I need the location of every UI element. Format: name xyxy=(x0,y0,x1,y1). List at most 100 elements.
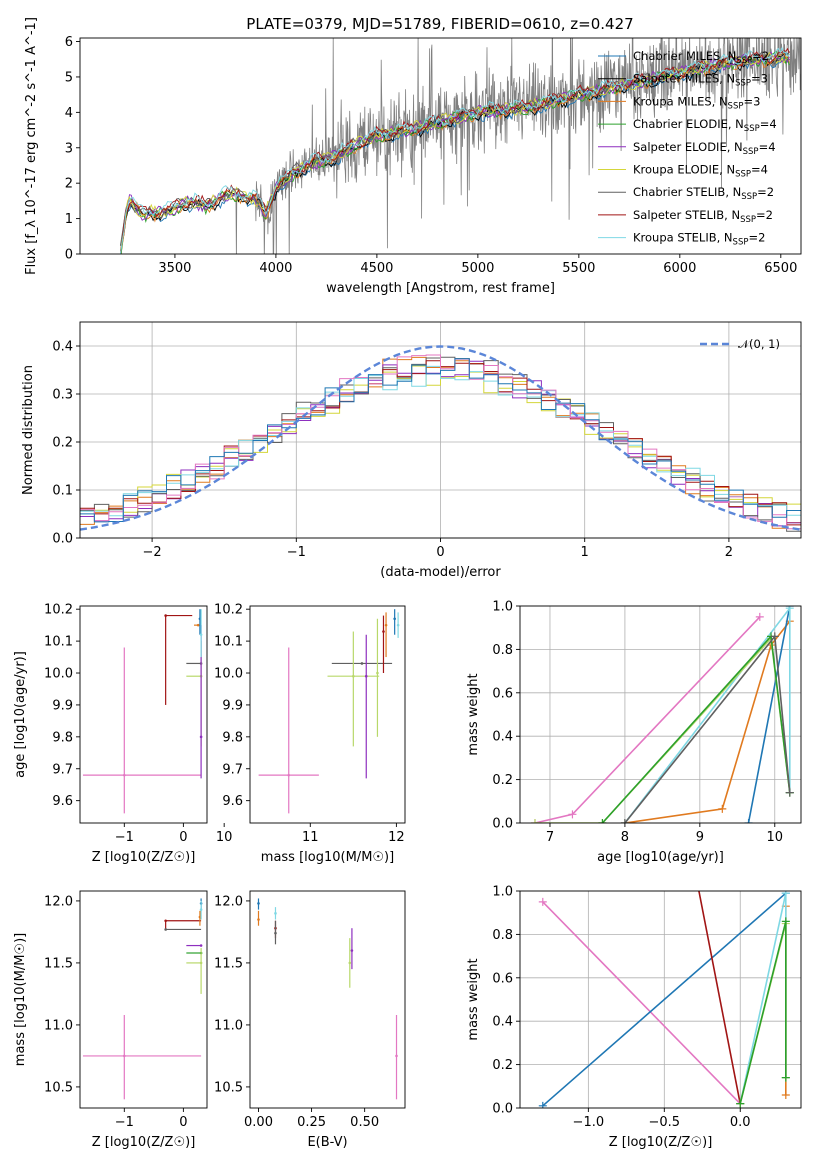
data-point xyxy=(352,674,355,678)
panel-weight-vs-age: 7 8 9 10 0.0 0.2 0.4 0.6 0.8 1.0 age [log10(age/yr… xyxy=(466,600,802,865)
point-marker xyxy=(530,819,539,823)
x-tick-label: 6500 xyxy=(764,261,797,276)
x-tick-label: 7 xyxy=(546,830,554,845)
axes-frame xyxy=(519,605,802,824)
y-tick-label: 12.0 xyxy=(214,894,243,909)
legend-label: Kroupa STELIB, NSSP=2 xyxy=(633,231,765,248)
x-tick-label: 8 xyxy=(621,830,629,845)
panel-age-vs-Z: −1 0 9.6 9.7 9.8 9.9 10.0 10.1 10.2 Z [log10(Z/Z☉… xyxy=(13,603,208,865)
x-axis-label: mass [log10(M/M☉)] xyxy=(261,850,394,865)
y-tick-label: 11.0 xyxy=(214,1018,243,1033)
model-spectrum-chabrier-stelib xyxy=(119,50,790,246)
series-line xyxy=(698,891,741,1104)
y-tick-label: 0.2 xyxy=(492,773,513,788)
panel-age-vs-mass: 10 11 12 9.6 9.7 9.8 9.9 10.0 10.1 10.2 mass [log1… xyxy=(214,603,406,865)
x-tick-label: −1 xyxy=(115,830,134,845)
y-tick-label: 0.6 xyxy=(492,971,513,986)
y-tick-label: 3 xyxy=(65,141,73,156)
panel-residuals: −2 −1 0 1 2 0.0 0.1 0.2 0.3 0.4 (data-model)/error… xyxy=(21,321,802,580)
y-tick-label: 10.2 xyxy=(214,603,243,618)
normal-curve xyxy=(80,345,801,531)
legend-label: Salpeter MILES, NSSP=3 xyxy=(633,72,768,89)
legend: Chabrier MILES, NSSP=2 Salpeter MILES, NS… xyxy=(598,49,777,248)
series-line xyxy=(747,606,791,823)
y-tick-label: 10.1 xyxy=(214,635,243,650)
x-axis-label: E(B-V) xyxy=(307,1135,347,1150)
point-marker xyxy=(755,612,764,621)
x-tick-label: 4500 xyxy=(360,261,393,276)
y-tick-label: 0.3 xyxy=(52,388,73,403)
data-point xyxy=(360,662,364,665)
y-tick-label: 0.0 xyxy=(492,1102,513,1117)
point-marker xyxy=(785,606,794,613)
y-tick-label: 10.0 xyxy=(214,667,243,682)
y-tick-label: 10.2 xyxy=(44,603,73,618)
x-tick-label: 10 xyxy=(216,830,233,845)
x-axis-label: Z [log10(Z/Z☉)] xyxy=(92,1135,196,1150)
point-marker xyxy=(598,819,607,823)
legend-label: Chabrier MILES, NSSP=2 xyxy=(633,49,769,66)
y-tick-label: 6 xyxy=(65,35,73,50)
y-tick-label: 0.6 xyxy=(492,686,513,701)
panel-mass-vs-Z: −1 0 10.5 11.0 11.5 12.0 Z [log10(Z/Z☉)] mass [… xyxy=(13,890,208,1150)
x-tick-label: 0 xyxy=(179,1115,187,1130)
y-tick-label: 9.6 xyxy=(222,794,243,809)
x-tick-label: 3500 xyxy=(158,261,191,276)
y-tick-label: 9.8 xyxy=(52,730,73,745)
plot-area xyxy=(82,609,203,814)
point-marker xyxy=(718,804,727,813)
legend-label: Chabrier ELODIE, NSSP=4 xyxy=(633,117,777,134)
y-tick-label: 1 xyxy=(65,212,73,227)
data-point xyxy=(164,928,167,931)
x-tick-label: 10 xyxy=(766,830,783,845)
y-axis-label: mass weight xyxy=(466,673,481,755)
series-line xyxy=(542,892,787,1107)
panel-mass-vs-EBV: 0.00 0.25 0.50 10.5 11.0 11.5 12.0 E(B-V) xyxy=(214,890,406,1150)
data-point xyxy=(123,1054,126,1058)
point-marker xyxy=(770,632,779,641)
data-point xyxy=(348,961,352,965)
model-spectrum-kroupa-elodie xyxy=(119,51,790,253)
x-tick-label: −1 xyxy=(287,545,306,560)
data-point xyxy=(257,918,260,921)
y-tick-label: 0.4 xyxy=(52,340,73,355)
data-point xyxy=(287,773,291,777)
y-tick-label: 1.0 xyxy=(492,885,513,900)
x-tick-label: 0.50 xyxy=(350,1115,379,1130)
point-marker xyxy=(781,917,790,926)
axes-frame xyxy=(519,890,802,1109)
plot-area xyxy=(257,898,398,1100)
point-marker xyxy=(568,810,577,819)
y-tick-label: 0 xyxy=(65,248,73,263)
axes-frame xyxy=(249,890,406,1109)
y-tick-label: 2 xyxy=(65,177,73,192)
model-spectrum-salpeter-stelib xyxy=(119,47,790,252)
plot-area xyxy=(119,38,801,254)
y-tick-label: 0.0 xyxy=(52,532,73,547)
legend-label: Salpeter ELODIE, NSSP=4 xyxy=(633,140,776,157)
y-tick-label: 9.8 xyxy=(222,730,243,745)
model-spectrum-chabrier-elodie xyxy=(120,50,790,254)
y-tick-label: 0.4 xyxy=(492,730,513,745)
x-tick-label: 11 xyxy=(302,830,319,845)
data-point xyxy=(274,931,277,935)
data-point xyxy=(257,902,260,905)
plot-area xyxy=(538,891,790,1108)
plot-area xyxy=(80,345,801,532)
data-point xyxy=(382,630,385,633)
plot-area xyxy=(82,898,203,1100)
legend-label: 𝒩(0, 1) xyxy=(738,337,780,351)
y-tick-label: 11.5 xyxy=(44,956,73,971)
y-tick-label: 10.5 xyxy=(214,1080,243,1095)
legend: 𝒩(0, 1) xyxy=(700,337,780,351)
x-tick-label: 6000 xyxy=(663,261,696,276)
data-point xyxy=(199,961,203,965)
axes-frame xyxy=(79,37,802,255)
x-axis-label: wavelength [Angstrom, rest frame] xyxy=(326,281,555,296)
point-marker xyxy=(781,1073,790,1082)
x-tick-label: 0.00 xyxy=(244,1115,273,1130)
y-tick-label: 9.7 xyxy=(222,762,243,777)
point-marker xyxy=(620,819,629,823)
data-point xyxy=(274,912,277,915)
